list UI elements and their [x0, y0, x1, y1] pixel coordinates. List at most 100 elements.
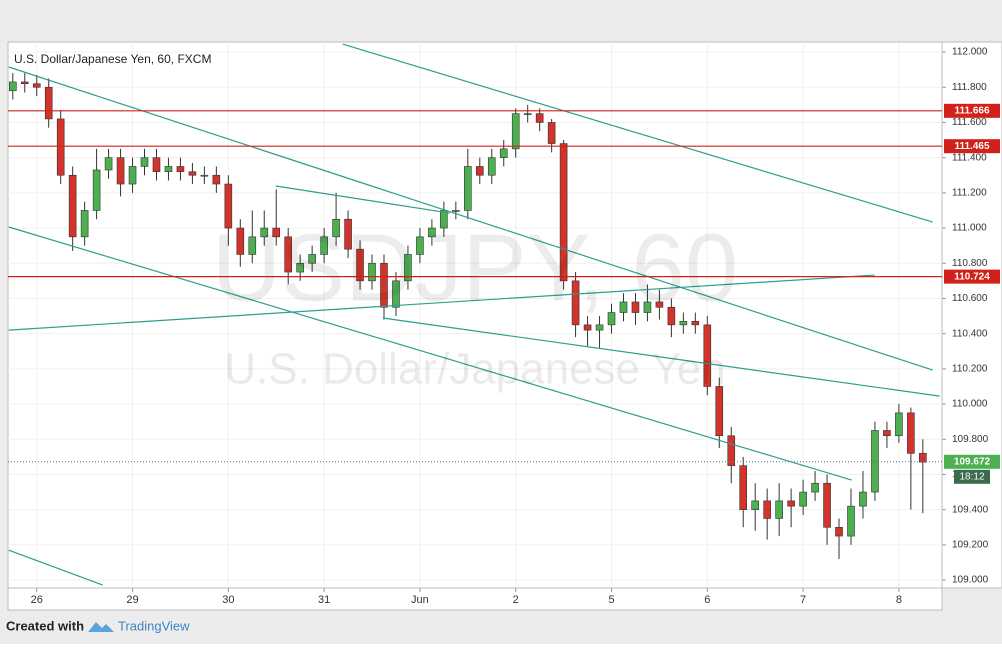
candle-body: [296, 262, 304, 273]
trendline: [342, 43, 933, 223]
footer-brand[interactable]: TradingView: [118, 618, 190, 633]
candle-body: [464, 166, 472, 211]
candle-body: [475, 166, 484, 176]
candle-body: [392, 280, 400, 308]
y-tick-label: 110.000: [952, 399, 988, 410]
candle-body: [116, 157, 125, 185]
candle-body: [368, 262, 376, 282]
y-tick-label: 111.600: [952, 117, 987, 128]
logo: [88, 622, 114, 632]
trendline: [8, 226, 852, 481]
candle-body: [152, 157, 161, 173]
level-label: 110.724: [954, 271, 990, 282]
candle-body: [919, 453, 927, 463]
candle-body: [643, 301, 652, 313]
candle-body: [859, 491, 867, 507]
candle-body: [452, 210, 460, 212]
level-label: 111.666: [954, 105, 989, 116]
candle-body: [140, 157, 149, 167]
candle-body: [775, 500, 783, 519]
candle-body: [176, 166, 185, 173]
trendline: [382, 317, 940, 397]
x-tick-label: 8: [896, 594, 902, 606]
candle-body: [535, 113, 544, 123]
candle-body: [655, 301, 664, 308]
candle-body: [631, 301, 640, 313]
candle-body: [583, 324, 592, 331]
y-tick-label: 110.200: [952, 364, 988, 375]
candle-body: [308, 254, 316, 264]
candle-body: [32, 83, 41, 88]
candle-body: [763, 500, 771, 519]
candle-body: [751, 500, 760, 510]
candle-body: [487, 157, 496, 176]
y-tick-label: 109.800: [952, 434, 989, 445]
candle-body: [667, 306, 676, 326]
y-tick-label: 111.400: [952, 152, 987, 163]
last-price-label: 109.672: [954, 456, 991, 467]
marks: [8, 42, 942, 588]
candle-body: [883, 430, 891, 437]
candle-body: [272, 227, 281, 238]
candle-body: [380, 262, 388, 308]
y-tick-label: 110.400: [952, 328, 988, 339]
x-tick-label: 26: [31, 594, 43, 606]
candle-body: [715, 386, 724, 437]
candle-body: [236, 227, 245, 255]
candle-body: [20, 81, 29, 85]
countdown-box: [954, 469, 990, 484]
y-tick-label: 111.800: [952, 82, 987, 93]
y-tick-label: 110.600: [952, 293, 988, 304]
candle-body: [188, 171, 197, 176]
candle-body: [356, 248, 364, 282]
candle-body: [511, 113, 520, 150]
x-tick-label: 2: [513, 594, 519, 606]
trendline: [8, 66, 933, 371]
x-tick-label: 30: [222, 594, 234, 606]
candle-body: [332, 218, 340, 238]
level-label: 111.465: [954, 141, 989, 152]
candle-body: [44, 86, 53, 120]
y-tick-label: 109.000: [952, 575, 989, 586]
candle-body: [224, 183, 233, 229]
candle-body: [499, 148, 508, 158]
trendline: [275, 185, 450, 214]
candle-body: [440, 210, 448, 229]
level-label-box: [944, 269, 1000, 284]
chart-title: U.S. Dollar/Japanese Yen, 60, FXCM: [14, 52, 211, 66]
candle-body: [595, 324, 604, 331]
footer-text: Created with: [6, 618, 84, 633]
candle-body: [835, 526, 843, 537]
trendline: [8, 274, 875, 331]
candle-body: [679, 321, 688, 326]
candle-body: [823, 482, 831, 528]
candle-body: [416, 236, 424, 255]
candle-body: [559, 143, 568, 282]
y-axis: [941, 41, 1002, 589]
candle-body: [907, 412, 915, 454]
candle-body: [404, 254, 412, 282]
candle-body: [811, 482, 819, 493]
y-tick-label: 110.800: [952, 258, 988, 269]
candle-body: [619, 301, 628, 313]
candle-body: [128, 166, 137, 185]
plot-area: [7, 41, 943, 589]
candle-body: [68, 174, 77, 238]
trendline: [8, 549, 103, 586]
candle-body: [212, 174, 221, 185]
y-tick-label: 109.400: [952, 504, 989, 515]
x-tick-label: 7: [800, 594, 806, 606]
x-axis: [7, 587, 943, 611]
candle-body: [847, 505, 855, 537]
y-tick-label: 111.000: [952, 223, 987, 234]
x-tick-label: Jun: [411, 594, 429, 606]
candle-body: [8, 81, 17, 92]
candle-body: [260, 227, 269, 238]
watermark: USDJPY, 60: [212, 214, 739, 321]
candle-body: [80, 210, 89, 238]
y-tick-label: 111.200: [952, 187, 987, 198]
x-tick-label: 6: [704, 594, 710, 606]
candle-body: [547, 122, 556, 144]
